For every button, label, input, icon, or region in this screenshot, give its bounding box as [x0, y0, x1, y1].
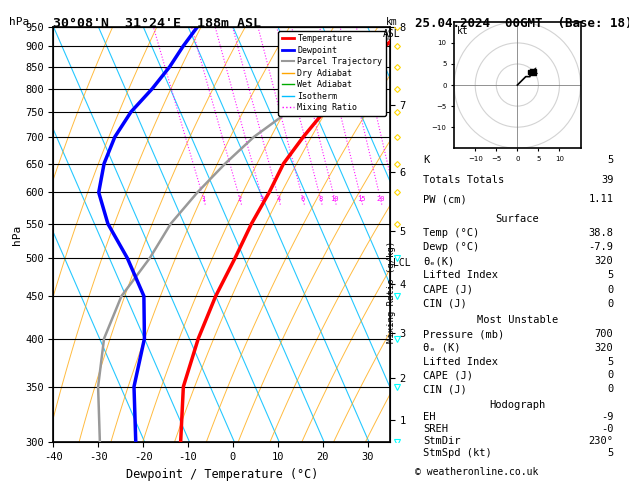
Text: LCL: LCL — [393, 258, 411, 268]
Text: Dewp (°C): Dewp (°C) — [423, 242, 479, 252]
Text: 39: 39 — [601, 175, 613, 185]
Text: Lifted Index: Lifted Index — [423, 357, 498, 366]
Text: kt: kt — [457, 26, 469, 35]
Text: 38.8: 38.8 — [589, 228, 613, 238]
Text: 20: 20 — [376, 195, 384, 202]
Text: 30°08'N  31°24'E  188m ASL: 30°08'N 31°24'E 188m ASL — [53, 17, 262, 30]
Text: 5: 5 — [607, 357, 613, 366]
Text: PW (cm): PW (cm) — [423, 194, 467, 204]
Text: CIN (J): CIN (J) — [423, 384, 467, 394]
Text: Mixing Ratio (g/kg): Mixing Ratio (g/kg) — [387, 241, 396, 343]
Text: Pressure (mb): Pressure (mb) — [423, 329, 504, 339]
Text: θₑ(K): θₑ(K) — [423, 256, 455, 266]
Text: 5: 5 — [607, 448, 613, 458]
Text: km
ASL: km ASL — [383, 17, 401, 38]
Text: © weatheronline.co.uk: © weatheronline.co.uk — [415, 467, 538, 477]
Text: 0: 0 — [607, 299, 613, 309]
Text: 8: 8 — [318, 195, 323, 202]
Text: 1: 1 — [201, 195, 206, 202]
Text: Hodograph: Hodograph — [489, 399, 545, 410]
Text: 5: 5 — [607, 156, 613, 165]
Text: Temp (°C): Temp (°C) — [423, 228, 479, 238]
Text: 3: 3 — [260, 195, 264, 202]
Text: K: K — [423, 156, 430, 165]
Text: 4: 4 — [277, 195, 281, 202]
Text: 6: 6 — [301, 195, 305, 202]
Text: -0: -0 — [601, 424, 613, 434]
Text: 10: 10 — [330, 195, 339, 202]
Text: CIN (J): CIN (J) — [423, 299, 467, 309]
Text: Most Unstable: Most Unstable — [477, 315, 558, 325]
Text: Lifted Index: Lifted Index — [423, 270, 498, 280]
Text: SREH: SREH — [423, 424, 448, 434]
Text: -9: -9 — [601, 412, 613, 422]
Legend: Temperature, Dewpoint, Parcel Trajectory, Dry Adiabat, Wet Adiabat, Isotherm, Mi: Temperature, Dewpoint, Parcel Trajectory… — [278, 31, 386, 116]
Text: 15: 15 — [357, 195, 365, 202]
Text: CAPE (J): CAPE (J) — [423, 370, 473, 381]
Text: Surface: Surface — [496, 213, 539, 224]
Text: Totals Totals: Totals Totals — [423, 175, 504, 185]
Text: 0: 0 — [607, 285, 613, 295]
Text: 320: 320 — [594, 256, 613, 266]
Text: 1.11: 1.11 — [589, 194, 613, 204]
Text: -7.9: -7.9 — [589, 242, 613, 252]
Text: θₑ (K): θₑ (K) — [423, 343, 461, 353]
Text: StmDir: StmDir — [423, 436, 461, 446]
Text: EH: EH — [423, 412, 436, 422]
Text: 0: 0 — [607, 370, 613, 381]
Text: 700: 700 — [594, 329, 613, 339]
Text: 0: 0 — [607, 384, 613, 394]
Text: CAPE (J): CAPE (J) — [423, 285, 473, 295]
Text: 230°: 230° — [589, 436, 613, 446]
Text: 5: 5 — [607, 270, 613, 280]
Text: 2: 2 — [238, 195, 242, 202]
X-axis label: Dewpoint / Temperature (°C): Dewpoint / Temperature (°C) — [126, 468, 318, 481]
Text: 25.04.2024  00GMT  (Base: 18): 25.04.2024 00GMT (Base: 18) — [415, 17, 629, 30]
Text: StmSpd (kt): StmSpd (kt) — [423, 448, 492, 458]
Text: hPa: hPa — [9, 17, 30, 27]
Y-axis label: hPa: hPa — [12, 225, 22, 244]
Text: 320: 320 — [594, 343, 613, 353]
